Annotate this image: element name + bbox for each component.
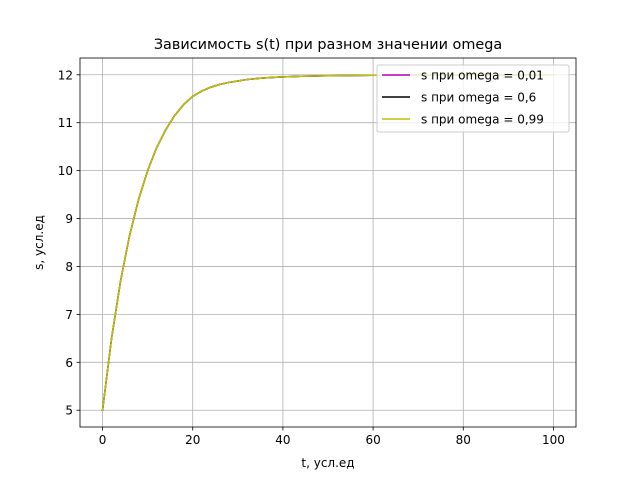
y-tick-label: 12 bbox=[58, 68, 73, 82]
legend: s при omega = 0,01 s при omega = 0,6 s при… bbox=[376, 64, 570, 133]
y-axis-label: s, усл.ед bbox=[32, 215, 46, 270]
y-tick-label: 8 bbox=[65, 260, 73, 274]
x-axis-label: t, усл.ед bbox=[301, 456, 354, 470]
y-tick-label: 9 bbox=[65, 212, 73, 226]
x-tick-label: 60 bbox=[365, 433, 380, 447]
y-tick-label: 10 bbox=[58, 164, 73, 178]
legend-box bbox=[376, 64, 570, 133]
plot-area-frame bbox=[79, 57, 577, 428]
legend-label-2: s при omega = 0,99 bbox=[421, 113, 544, 127]
x-tick-label: 0 bbox=[99, 433, 107, 447]
x-tick-label: 20 bbox=[185, 433, 200, 447]
y-tick-label: 6 bbox=[65, 356, 73, 370]
grid bbox=[80, 58, 576, 427]
chart-title: Зависимость s(t) при разном значении ome… bbox=[154, 37, 502, 53]
y-tick-label: 11 bbox=[58, 116, 73, 130]
x-tick-label: 100 bbox=[542, 433, 565, 447]
y-tick-label: 5 bbox=[65, 404, 73, 418]
legend-label-0: s при omega = 0,01 bbox=[421, 69, 544, 83]
ticks: 0 20 40 60 80 100 5 6 7 8 9 10 11 12 bbox=[58, 68, 565, 447]
y-tick-label: 7 bbox=[65, 308, 73, 322]
x-tick-label: 40 bbox=[275, 433, 290, 447]
x-tick-label: 80 bbox=[456, 433, 471, 447]
legend-label-1: s при omega = 0,6 bbox=[421, 91, 536, 105]
